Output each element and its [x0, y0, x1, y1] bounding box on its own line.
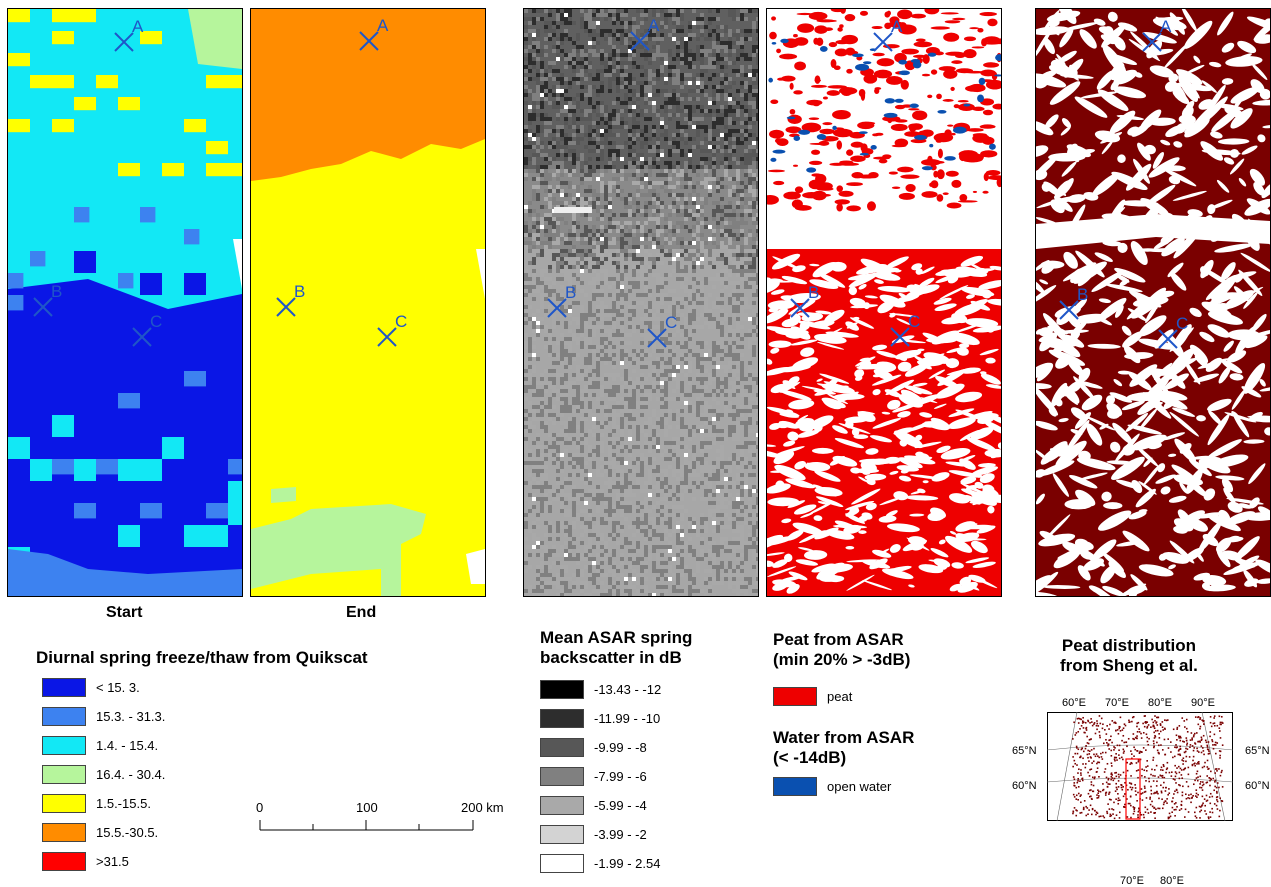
- asar-legend-label: -9.99 - -8: [594, 740, 647, 755]
- asar-legend-label: -11.99 - -10: [594, 711, 660, 726]
- lon-top-90: 90°E: [1191, 697, 1215, 709]
- quikscat-legend-swatch: [42, 736, 86, 755]
- quikscat-legend-label: >31.5: [96, 854, 129, 869]
- quikscat-legend-label: 16.4. - 30.4.: [96, 767, 165, 782]
- sheng-legend-title: Peat distribution from Sheng et al.: [1060, 636, 1198, 676]
- svg-text:B: B: [565, 283, 576, 302]
- asar-legend-title: Mean ASAR spring backscatter in dB: [540, 628, 692, 668]
- svg-text:C: C: [665, 313, 677, 332]
- quikscat-legend-title: Diurnal spring freeze/thaw from Quikscat: [36, 648, 368, 668]
- lon-bottom-70: 70°E: [1120, 875, 1144, 887]
- quikscat-legend-swatch: [42, 678, 86, 697]
- asar-legend-swatch: [540, 796, 584, 815]
- asar-legend-item: -7.99 - -6: [540, 766, 647, 787]
- asar-legend-swatch: [540, 825, 584, 844]
- svg-text:B: B: [51, 282, 62, 301]
- asar-legend-item: -13.43 - -12: [540, 679, 661, 700]
- water-title-line2: (< -14dB): [773, 748, 914, 768]
- quikscat-legend-label: 1.5.-15.5.: [96, 796, 151, 811]
- asar-legend-label: -3.99 - -2: [594, 827, 647, 842]
- asar-legend-item: -11.99 - -10: [540, 708, 660, 729]
- water-title-line1: Water from ASAR: [773, 728, 914, 748]
- quikscat-legend-label: 1.4. - 15.4.: [96, 738, 158, 753]
- lat-right-60: 60°N: [1245, 780, 1270, 792]
- start-map-panel: A B C: [7, 8, 243, 597]
- sheng-title-line1: Peat distribution: [1060, 636, 1198, 656]
- peat-asar-title-line1: Peat from ASAR: [773, 630, 910, 650]
- open-water-label: open water: [827, 779, 891, 794]
- quikscat-legend-label: < 15. 3.: [96, 680, 140, 695]
- peat-label: peat: [827, 689, 852, 704]
- quikscat-legend-item: < 15. 3.: [42, 677, 140, 698]
- svg-text:C: C: [395, 312, 407, 331]
- asar-backscatter-panel: A B C: [523, 8, 759, 597]
- quikscat-legend-item: 16.4. - 30.4.: [42, 764, 165, 785]
- peat-swatch: [773, 687, 817, 706]
- inset-map-graphic: [1047, 712, 1233, 821]
- end-map: A B C: [251, 9, 485, 596]
- asar-legend-item: -5.99 - -4: [540, 795, 647, 816]
- quikscat-legend-item: 1.5.-15.5.: [42, 793, 151, 814]
- quikscat-legend-item: 15.3. - 31.3.: [42, 706, 165, 727]
- asar-legend-label: -13.43 - -12: [594, 682, 661, 697]
- lon-top-80: 80°E: [1148, 697, 1172, 709]
- lat-right-65: 65°N: [1245, 745, 1270, 757]
- asar-legend-title-line1: Mean ASAR spring: [540, 628, 692, 648]
- end-map-panel: A B C: [250, 8, 486, 597]
- quikscat-legend-swatch: [42, 852, 86, 871]
- asar-legend-label: -1.99 - 2.54: [594, 856, 661, 871]
- peat-asar-legend-title: Peat from ASAR (min 20% > -3dB): [773, 630, 910, 670]
- quikscat-legend-item: >31.5: [42, 851, 129, 872]
- peat-asar-map: ABC: [767, 9, 1001, 596]
- lat-left-65: 65°N: [1012, 745, 1037, 757]
- asar-legend-label: -5.99 - -4: [594, 798, 647, 813]
- asar-legend-swatch: [540, 738, 584, 757]
- lon-top-70: 70°E: [1105, 697, 1129, 709]
- asar-legend-swatch: [540, 709, 584, 728]
- lon-bottom-80: 80°E: [1160, 875, 1184, 887]
- sheng-title-line2: from Sheng et al.: [1060, 656, 1198, 676]
- scale-label-0: 0: [256, 800, 263, 815]
- quikscat-legend-swatch: [42, 765, 86, 784]
- svg-text:A: A: [377, 16, 389, 35]
- asar-legend-swatch: [540, 680, 584, 699]
- quikscat-legend-swatch: [42, 707, 86, 726]
- quikscat-legend-swatch: [42, 794, 86, 813]
- asar-legend-swatch: [540, 767, 584, 786]
- asar-legend-item: -1.99 - 2.54: [540, 853, 661, 874]
- peat-asar-title-line2: (min 20% > -3dB): [773, 650, 910, 670]
- quikscat-legend-item: 15.5.-30.5.: [42, 822, 158, 843]
- sheng-peat-map: ABC: [1036, 9, 1270, 596]
- asar-legend-item: -3.99 - -2: [540, 824, 647, 845]
- open-water-swatch: [773, 777, 817, 796]
- peat-legend-item: peat: [773, 686, 852, 707]
- svg-text:C: C: [150, 312, 162, 331]
- quikscat-legend-swatch: [42, 823, 86, 842]
- quikscat-legend-item: 1.4. - 15.4.: [42, 735, 158, 756]
- asar-legend-swatch: [540, 854, 584, 873]
- lon-top-60: 60°E: [1062, 697, 1086, 709]
- scale-label-100: 100: [356, 800, 378, 815]
- start-caption: Start: [106, 604, 142, 622]
- quikscat-legend-label: 15.3. - 31.3.: [96, 709, 165, 724]
- asar-legend-label: -7.99 - -6: [594, 769, 647, 784]
- scale-bar-graphic: [255, 812, 485, 842]
- lat-left-60: 60°N: [1012, 780, 1037, 792]
- water-legend-item: open water: [773, 776, 891, 797]
- end-caption: End: [346, 604, 376, 622]
- scale-label-200: 200 km: [461, 800, 504, 815]
- svg-text:A: A: [648, 16, 660, 35]
- svg-text:A: A: [132, 17, 144, 36]
- start-map: A B C: [8, 9, 242, 596]
- asar-legend-title-line2: backscatter in dB: [540, 648, 692, 668]
- quikscat-legend-label: 15.5.-30.5.: [96, 825, 158, 840]
- svg-text:B: B: [294, 282, 305, 301]
- asar-backscatter-map: A B C: [524, 9, 758, 596]
- asar-legend-item: -9.99 - -8: [540, 737, 647, 758]
- water-asar-legend-title: Water from ASAR (< -14dB): [773, 728, 914, 768]
